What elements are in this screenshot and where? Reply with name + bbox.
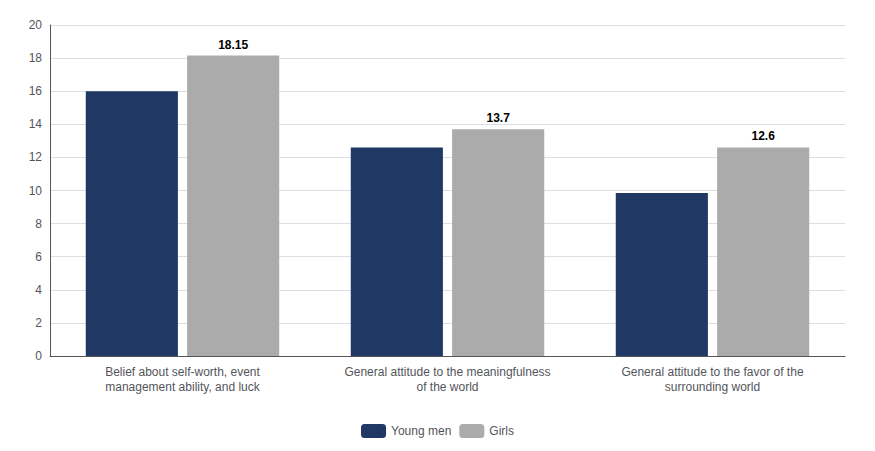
svg-text:12.6: 12.6 [751, 129, 775, 143]
svg-text:12: 12 [29, 150, 43, 164]
svg-text:Young men: Young men [391, 424, 451, 438]
svg-text:18: 18 [29, 51, 43, 65]
svg-text:8: 8 [35, 217, 42, 231]
svg-text:13.7: 13.7 [486, 111, 510, 125]
svg-text:of the world: of the world [416, 380, 478, 394]
svg-text:General attitude to the meanin: General attitude to the meaningfulness [344, 365, 550, 379]
svg-text:20: 20 [29, 18, 43, 32]
svg-text:management ability, and luck: management ability, and luck [105, 380, 261, 394]
svg-text:4: 4 [35, 283, 42, 297]
svg-text:14: 14 [29, 117, 43, 131]
svg-text:6: 6 [35, 250, 42, 264]
svg-text:10: 10 [29, 184, 43, 198]
svg-text:General attitude to the favor: General attitude to the favor of the [621, 365, 803, 379]
svg-text:18.15: 18.15 [218, 38, 248, 52]
svg-text:surrounding world: surrounding world [665, 380, 760, 394]
svg-text:Girls: Girls [489, 424, 514, 438]
svg-text:Belief about self-worth, event: Belief about self-worth, event [105, 365, 260, 379]
svg-text:16: 16 [29, 84, 43, 98]
svg-text:2: 2 [35, 316, 42, 330]
svg-text:0: 0 [35, 349, 42, 363]
